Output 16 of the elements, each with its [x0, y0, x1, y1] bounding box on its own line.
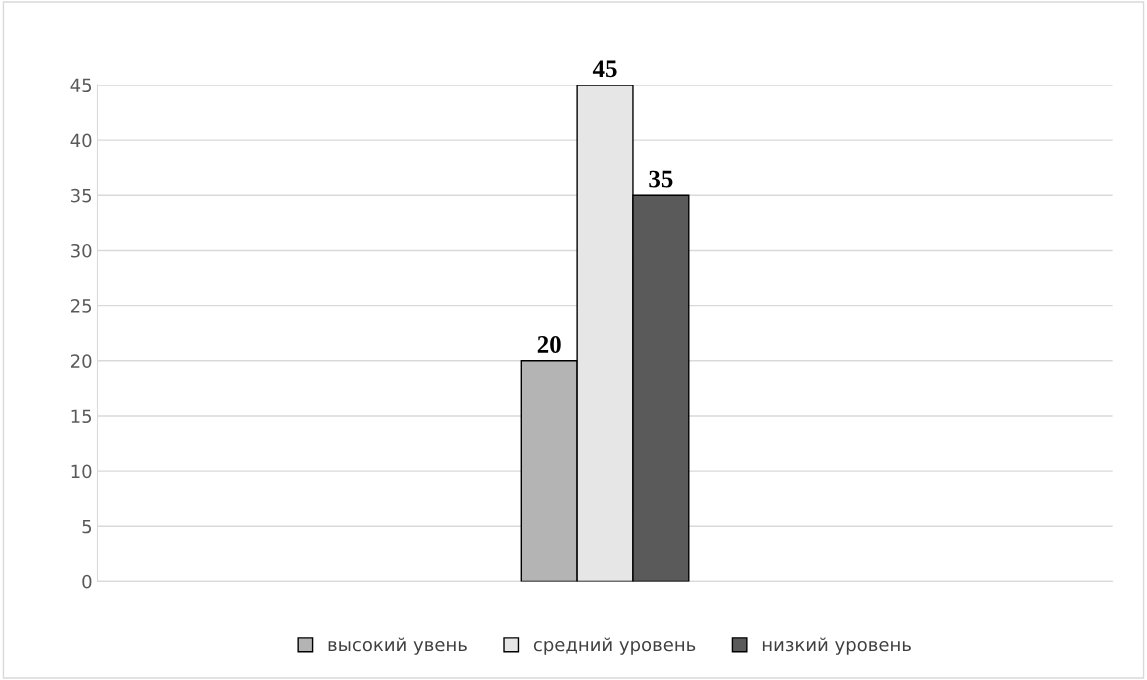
- y-tick-label: 30: [71, 243, 92, 258]
- y-tick-label: 5: [82, 519, 92, 534]
- y-tick-label: 15: [71, 409, 92, 424]
- y-tick-label: 35: [71, 188, 92, 203]
- y-tick-label: 0: [82, 574, 92, 589]
- y-tick-label: 40: [70, 133, 92, 148]
- data-label: 20: [537, 336, 561, 353]
- y-tick-label: 20: [70, 354, 92, 368]
- legend-label: высокий увень: [328, 637, 467, 655]
- legend-label: низкий уровень: [762, 637, 911, 655]
- legend-label: средний уровень: [533, 637, 696, 655]
- y-tick-label: 45: [70, 78, 92, 93]
- data-label: 35: [649, 170, 673, 188]
- y-tick-label: 25: [70, 299, 92, 313]
- y-tick-label: 10: [71, 464, 92, 479]
- data-label: 45: [592, 60, 617, 78]
